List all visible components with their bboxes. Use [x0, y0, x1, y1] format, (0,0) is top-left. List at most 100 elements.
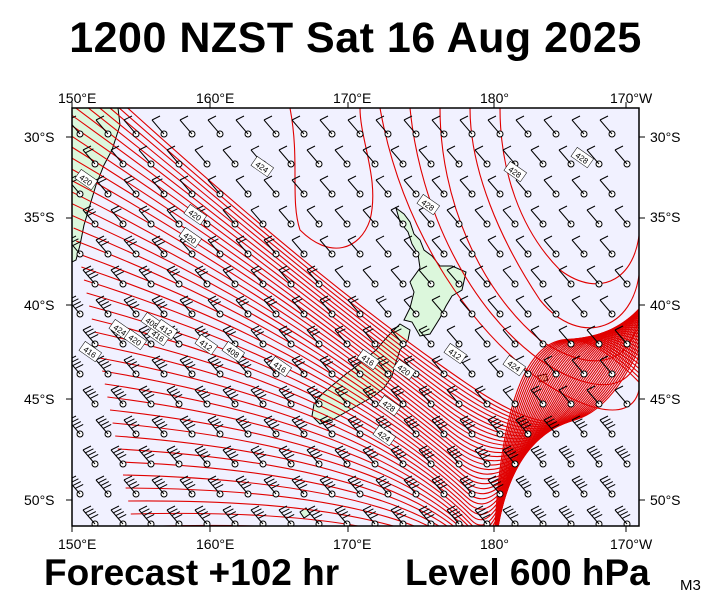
wind-barb-88 — [291, 235, 308, 258]
wind-barb-97 — [543, 235, 560, 258]
wind-barb-15 — [487, 115, 504, 138]
wind-barb-257 — [543, 475, 560, 498]
wind-barb-277 — [558, 505, 575, 526]
wind-barb-116 — [530, 265, 547, 288]
wind-barb-215 — [487, 415, 504, 438]
wind-barb-260 — [82, 505, 99, 526]
wind-barb-217 — [543, 415, 560, 438]
wind-barb-20 — [82, 145, 99, 168]
lat-label-right-35s: 35°S — [650, 209, 681, 225]
wind-barb-193 — [446, 385, 463, 408]
contour-line-47 — [409, 108, 639, 386]
wind-barb-237 — [558, 445, 575, 468]
wind-barb-109 — [334, 265, 351, 288]
wind-barb-151 — [390, 325, 407, 348]
wind-barb-147 — [278, 325, 295, 348]
wind-barb-137 — [543, 295, 560, 318]
wind-barb-3 — [151, 115, 168, 138]
wind-barb-86 — [235, 235, 252, 258]
wind-barb-150 — [362, 325, 379, 348]
wind-barb-59 — [599, 175, 616, 198]
wind-barb-5 — [207, 115, 224, 138]
wind-barb-255 — [487, 475, 504, 498]
wind-barb-73 — [446, 205, 463, 228]
wind-barb-65 — [222, 205, 239, 228]
wind-barb-165 — [207, 355, 224, 378]
wind-barb-76 — [530, 205, 547, 228]
wind-barb-251 — [375, 475, 392, 498]
wind-barb-152 — [418, 325, 435, 348]
wind-barb-79 — [614, 205, 631, 228]
wind-barb-204 — [179, 415, 196, 438]
wind-barb-31 — [390, 145, 407, 168]
contour-line-9 — [72, 146, 639, 443]
contour-line-19 — [81, 266, 639, 485]
wind-barb-222 — [138, 445, 155, 468]
wind-barb-258 — [571, 475, 588, 498]
wind-barb-158 — [586, 325, 603, 348]
level-label: Level 600 hPa — [405, 552, 650, 593]
wind-barb-63 — [166, 205, 183, 228]
wind-barb-89 — [319, 235, 336, 258]
wind-barb-202 — [123, 415, 140, 438]
wind-barb-196 — [530, 385, 547, 408]
wind-barb-104 — [194, 265, 211, 288]
wind-barb-7 — [263, 115, 280, 138]
wind-barb-244 — [179, 475, 196, 498]
contour-line-26 — [99, 319, 639, 521]
wind-barb-259 — [599, 475, 616, 498]
wind-barb-110 — [362, 265, 379, 288]
wind-barb-183 — [166, 385, 183, 408]
wind-barb-181 — [110, 385, 127, 408]
wind-barb-267 — [278, 505, 295, 526]
wind-barb-125 — [207, 295, 224, 318]
lon-label-bottom-150e: 150°E — [58, 536, 96, 552]
wind-barb-46 — [235, 175, 252, 198]
wind-barb-126 — [235, 295, 252, 318]
wind-barb-108 — [306, 265, 323, 288]
wind-barb-60 — [82, 205, 99, 228]
wind-barb-249 — [319, 475, 336, 498]
contour-line-49 — [289, 108, 374, 249]
wind-barb-205 — [207, 415, 224, 438]
wind-barb-98 — [571, 235, 588, 258]
wind-barb-275 — [502, 505, 519, 526]
wind-barb-30 — [362, 145, 379, 168]
wind-barb-186 — [250, 385, 267, 408]
wind-barb-135 — [487, 295, 504, 318]
contour-line-33 — [117, 333, 639, 526]
contour-line-43 — [494, 338, 639, 526]
wind-barb-199 — [614, 385, 631, 408]
wind-barb-229 — [334, 445, 351, 468]
contour-line-27 — [102, 322, 639, 526]
wind-barb-170 — [347, 355, 364, 378]
lon-label-top-170w: 170°W — [610, 90, 653, 106]
wind-barb-209 — [319, 415, 336, 438]
contour-line-34 — [120, 334, 639, 526]
wind-barb-262 — [138, 505, 155, 526]
wind-barb-38 — [586, 145, 603, 168]
lon-label-bottom-160e: 160°E — [196, 536, 234, 552]
wind-barb-226 — [250, 445, 267, 468]
wind-barb-192 — [418, 385, 435, 408]
contour-line-32 — [115, 332, 639, 526]
wind-barb-105 — [222, 265, 239, 288]
wind-barb-10 — [347, 115, 364, 138]
wind-barb-75 — [502, 205, 519, 228]
lon-label-bottom-170e: 170°E — [333, 536, 371, 552]
wind-barb-264 — [194, 505, 211, 526]
wind-barb-261 — [110, 505, 127, 526]
wind-barb-133 — [431, 295, 448, 318]
lat-label-right-40s: 40°S — [650, 297, 681, 313]
wind-barb-113 — [446, 265, 463, 288]
wind-barb-24 — [194, 145, 211, 168]
wind-barb-194 — [474, 385, 491, 408]
wind-barb-134 — [459, 295, 476, 318]
wind-barb-201 — [95, 415, 112, 438]
wind-barb-220 — [82, 445, 99, 468]
wind-barb-8 — [291, 115, 308, 138]
wind-barb-182 — [138, 385, 155, 408]
wind-barb-49 — [319, 175, 336, 198]
lon-label-top-170e: 170°E — [333, 90, 371, 106]
wind-barb-242 — [123, 475, 140, 498]
